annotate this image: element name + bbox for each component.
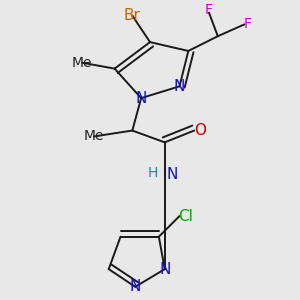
Text: N: N	[130, 279, 141, 294]
Text: O: O	[194, 123, 206, 138]
Text: N: N	[167, 167, 178, 182]
Text: Br: Br	[124, 8, 141, 23]
Text: Cl: Cl	[178, 208, 193, 224]
Text: H: H	[148, 166, 158, 180]
Text: N: N	[174, 79, 185, 94]
Text: N: N	[159, 262, 170, 277]
Text: F: F	[205, 3, 213, 17]
Text: N: N	[136, 91, 147, 106]
Text: F: F	[243, 17, 251, 32]
Text: Me: Me	[84, 129, 104, 143]
Text: Me: Me	[72, 56, 92, 70]
